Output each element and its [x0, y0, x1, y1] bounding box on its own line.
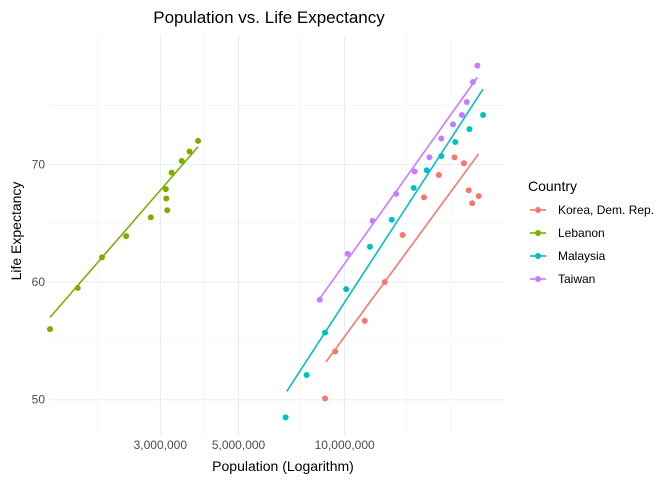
data-point [438, 135, 445, 142]
trend-line [286, 88, 484, 392]
data-point [411, 168, 418, 175]
data-point [168, 169, 175, 176]
data-point [74, 284, 81, 291]
data-point [303, 372, 310, 378]
y-axis-ticks: 50 60 70 [32, 157, 46, 406]
data-point [344, 250, 351, 257]
data-point [410, 184, 417, 191]
data-point [435, 172, 442, 178]
y-axis-title: Life Expectancy [8, 182, 24, 281]
data-point [463, 99, 470, 106]
data-point [322, 395, 329, 402]
data-point [452, 139, 459, 146]
legend-item: Malaysia [530, 249, 606, 263]
y-tick-label: 50 [32, 393, 46, 407]
legend-item: Lebanon [530, 226, 605, 240]
legend-key-point [535, 207, 541, 213]
data-point [147, 214, 154, 221]
data-point [466, 126, 473, 133]
data-point [343, 286, 350, 293]
data-point [282, 414, 289, 421]
data-point [426, 154, 433, 161]
data-point [369, 217, 376, 224]
legend-label: Taiwan [558, 272, 595, 286]
data-points [47, 62, 487, 421]
legend-key-point [535, 276, 541, 282]
trend-line [319, 76, 479, 299]
legend-key-point [535, 230, 541, 236]
data-point [393, 190, 400, 197]
data-point [47, 326, 54, 333]
data-point [186, 148, 193, 155]
legend-title: Country [528, 178, 577, 194]
data-point [163, 195, 170, 202]
trend-line [325, 153, 480, 363]
legend-label: Malaysia [558, 249, 606, 263]
data-point [474, 62, 481, 69]
x-axis-ticks: 3,000,000 5,000,000 10,000,000 [134, 438, 375, 452]
data-point [475, 193, 482, 200]
data-point [421, 194, 428, 201]
data-point [162, 186, 169, 193]
data-point [388, 216, 395, 223]
legend-key-point [535, 253, 541, 259]
data-point [123, 233, 130, 240]
legend: Country Korea, Dem. Rep. Lebanon Malaysia T… [528, 178, 654, 286]
x-axis-title: Population (Logarithm) [212, 458, 354, 474]
data-point [460, 160, 467, 167]
data-point [322, 329, 329, 336]
x-tick-label: 10,000,000 [315, 438, 375, 452]
data-point [381, 279, 388, 286]
data-point [465, 187, 472, 194]
data-point [423, 167, 430, 174]
data-point [480, 112, 487, 118]
data-point [451, 154, 458, 161]
x-tick-label: 3,000,000 [134, 438, 188, 452]
data-point [164, 207, 171, 214]
data-point [450, 121, 457, 128]
data-point [361, 317, 368, 324]
legend-label: Lebanon [558, 226, 605, 240]
data-point [366, 243, 373, 250]
data-point [458, 112, 465, 118]
legend-item: Taiwan [530, 272, 595, 286]
data-point [332, 348, 339, 355]
data-point [178, 157, 185, 164]
data-point [469, 79, 476, 86]
y-tick-label: 60 [32, 275, 46, 289]
grid [49, 35, 505, 435]
data-point [438, 153, 445, 160]
y-tick-label: 70 [32, 157, 46, 171]
trend-lines [49, 76, 484, 392]
data-point [195, 137, 202, 144]
data-point [399, 232, 406, 238]
data-point [316, 296, 323, 303]
legend-label: Korea, Dem. Rep. [558, 203, 654, 217]
chart-title: Population vs. Life Expectancy [153, 8, 385, 27]
x-tick-label: 5,000,000 [212, 438, 266, 452]
data-point [99, 254, 106, 261]
data-point [469, 200, 476, 207]
trend-line [49, 146, 199, 318]
legend-item: Korea, Dem. Rep. [530, 203, 654, 217]
